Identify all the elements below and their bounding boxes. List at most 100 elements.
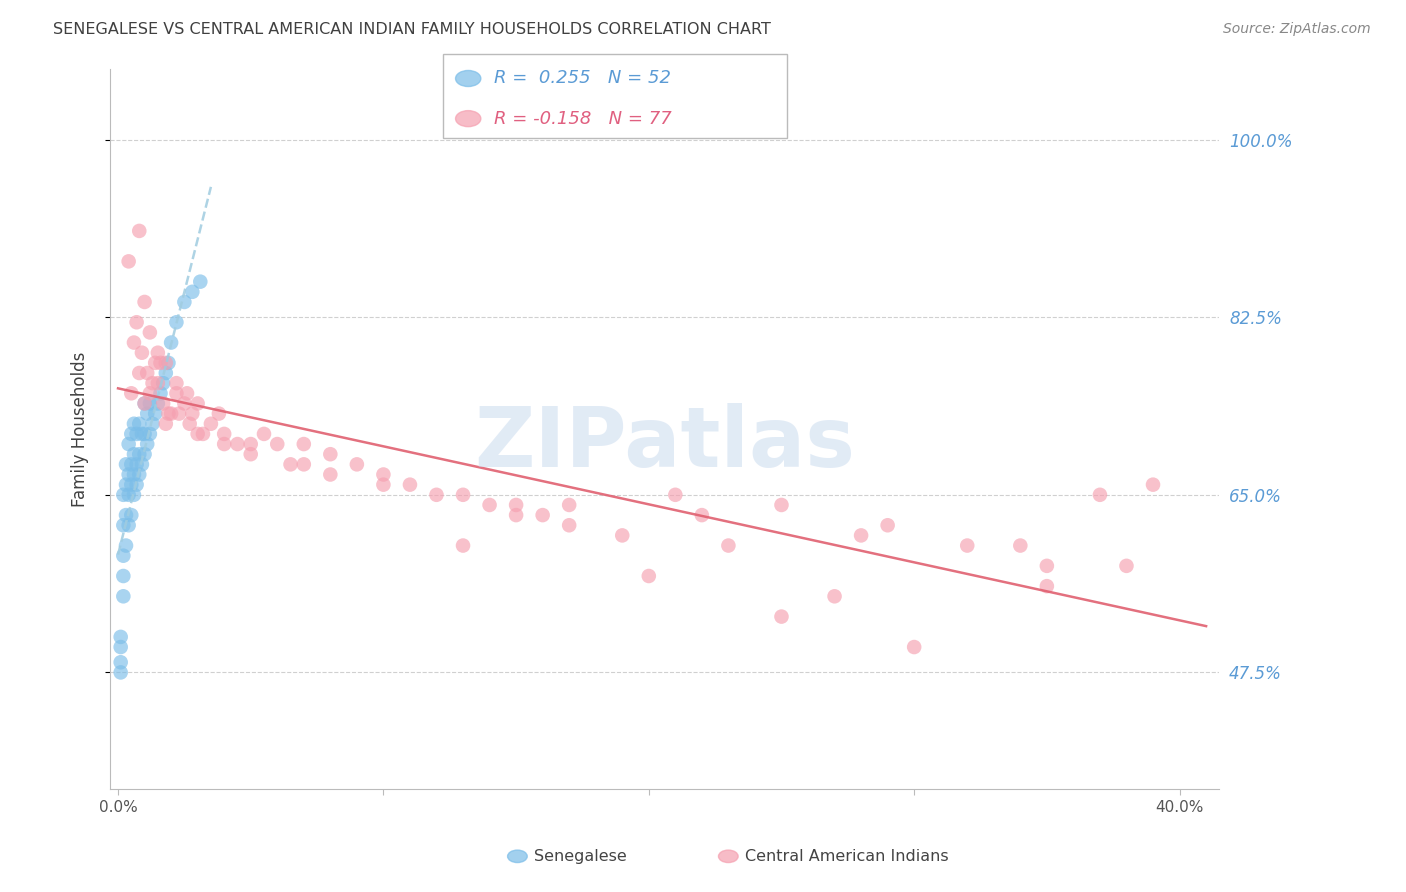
Point — [239, 437, 262, 451]
Point — [118, 488, 141, 502]
Point — [167, 407, 190, 421]
Point — [136, 366, 159, 380]
Point — [956, 539, 979, 553]
Point — [112, 589, 135, 603]
Point — [136, 407, 159, 421]
Point — [266, 437, 288, 451]
Point — [191, 426, 214, 441]
Point — [165, 315, 187, 329]
Point — [770, 609, 793, 624]
Point — [112, 488, 135, 502]
Point — [1036, 558, 1059, 573]
Point — [1142, 477, 1164, 491]
Point — [373, 467, 395, 482]
Point — [128, 366, 150, 380]
Point — [110, 630, 132, 644]
Point — [149, 356, 172, 370]
Point — [122, 488, 145, 502]
Point — [292, 437, 315, 451]
Point — [181, 407, 204, 421]
Point — [110, 665, 132, 680]
Point — [110, 655, 132, 669]
Point — [118, 254, 141, 268]
Point — [612, 528, 634, 542]
Point — [120, 477, 142, 491]
Point — [115, 458, 138, 472]
Point — [125, 477, 148, 491]
Point — [155, 366, 177, 380]
Point — [1036, 579, 1059, 593]
Point — [134, 426, 156, 441]
Point — [1088, 488, 1111, 502]
Point — [280, 458, 302, 472]
Point — [399, 477, 422, 491]
Point — [346, 458, 368, 472]
Point — [824, 589, 846, 603]
Point — [239, 447, 262, 461]
Point — [173, 295, 195, 310]
Point — [770, 498, 793, 512]
Point — [165, 386, 187, 401]
Point — [478, 498, 501, 512]
Point — [120, 508, 142, 522]
Point — [143, 356, 166, 370]
Text: Central American Indians: Central American Indians — [745, 849, 949, 863]
Point — [155, 417, 177, 431]
Point — [152, 376, 174, 391]
Point — [136, 437, 159, 451]
Point — [131, 458, 153, 472]
Point — [173, 396, 195, 410]
Point — [292, 458, 315, 472]
Point — [120, 386, 142, 401]
Point — [125, 426, 148, 441]
Point — [505, 498, 527, 512]
Point — [134, 447, 156, 461]
Point — [637, 569, 659, 583]
Point — [122, 335, 145, 350]
Point — [125, 458, 148, 472]
Point — [160, 407, 183, 421]
Point — [128, 447, 150, 461]
Point — [115, 508, 138, 522]
Point — [176, 386, 198, 401]
Point — [1115, 558, 1137, 573]
Y-axis label: Family Households: Family Households — [72, 351, 89, 507]
Point — [558, 518, 581, 533]
Point — [319, 447, 342, 461]
Text: R =  0.255   N = 52: R = 0.255 N = 52 — [494, 70, 671, 87]
Point — [112, 549, 135, 563]
Point — [319, 467, 342, 482]
Point — [200, 417, 222, 431]
Point — [157, 356, 180, 370]
Text: SENEGALESE VS CENTRAL AMERICAN INDIAN FAMILY HOUSEHOLDS CORRELATION CHART: SENEGALESE VS CENTRAL AMERICAN INDIAN FA… — [53, 22, 772, 37]
Point — [253, 426, 276, 441]
Point — [179, 417, 201, 431]
Point — [451, 539, 474, 553]
Point — [160, 335, 183, 350]
Point — [181, 285, 204, 299]
Point — [115, 539, 138, 553]
Point — [146, 345, 169, 359]
Point — [128, 224, 150, 238]
Point — [122, 417, 145, 431]
Point — [157, 407, 180, 421]
Point — [664, 488, 686, 502]
Point — [451, 488, 474, 502]
Point — [112, 518, 135, 533]
Point — [118, 467, 141, 482]
Point — [131, 345, 153, 359]
Point — [373, 477, 395, 491]
Point — [134, 396, 156, 410]
Text: Senegalese: Senegalese — [534, 849, 627, 863]
Text: ZIPatlas: ZIPatlas — [474, 403, 855, 483]
Point — [155, 356, 177, 370]
Point — [152, 396, 174, 410]
Point — [141, 417, 163, 431]
Point — [1010, 539, 1032, 553]
Point — [128, 467, 150, 482]
Point — [226, 437, 249, 451]
Point — [134, 295, 156, 310]
Point — [143, 407, 166, 421]
Text: R = -0.158   N = 77: R = -0.158 N = 77 — [494, 110, 671, 128]
Point — [505, 508, 527, 522]
